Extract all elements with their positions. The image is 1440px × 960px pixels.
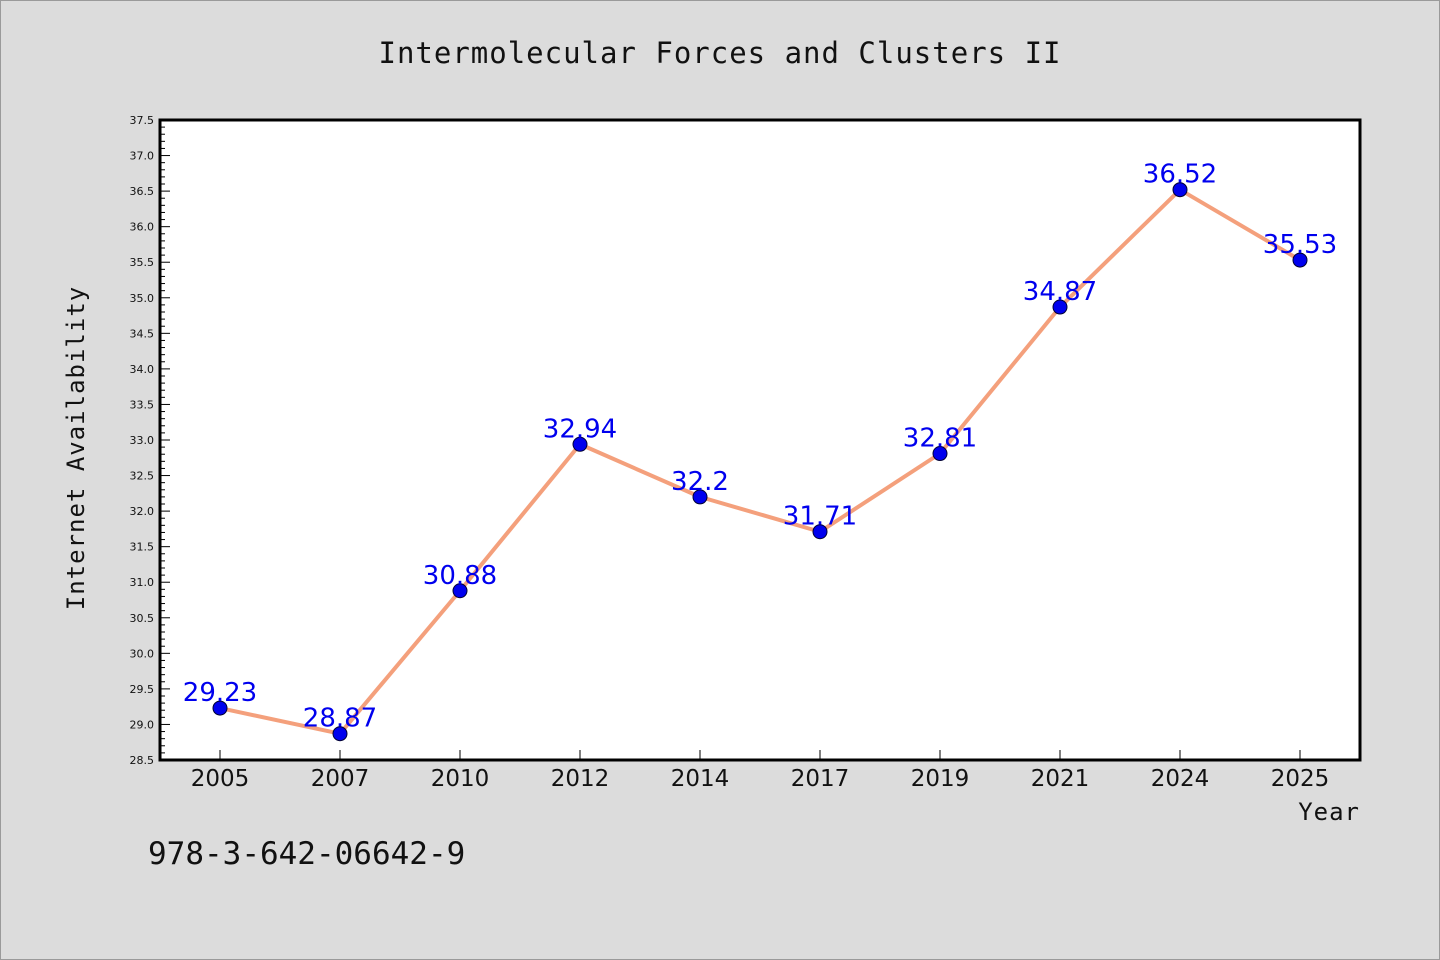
y-tick-label: 35.0 — [130, 292, 155, 305]
data-label: 32.2 — [671, 467, 729, 497]
data-label: 34.87 — [1023, 277, 1097, 307]
data-point — [1292, 252, 1308, 268]
x-tick-label: 2017 — [791, 766, 850, 792]
data-point — [1172, 182, 1188, 198]
y-tick-label: 33.5 — [130, 398, 155, 411]
data-label: 30.88 — [423, 561, 497, 591]
data-label: 29.23 — [183, 678, 257, 708]
data-point — [212, 700, 228, 716]
series-line — [219, 187, 1302, 736]
data-label: 36.52 — [1143, 160, 1217, 190]
y-tick-label: 28.5 — [130, 754, 155, 767]
y-tick-label: 32.5 — [130, 470, 155, 483]
data-point — [692, 489, 708, 505]
data-point — [932, 446, 948, 462]
isbn-text: 978-3-642-06642-9 — [148, 836, 465, 872]
x-axis-label: Year — [1298, 798, 1360, 826]
data-point — [1052, 299, 1068, 315]
y-tick-label: 29.5 — [130, 683, 155, 696]
chart-title: Intermolecular Forces and Clusters II — [378, 36, 1061, 70]
data-label: 32.81 — [903, 424, 977, 454]
plot-area — [158, 118, 1362, 762]
x-tick-label: 2025 — [1271, 766, 1330, 792]
x-tick-label: 2007 — [311, 766, 370, 792]
y-tick-label: 34.0 — [130, 363, 155, 376]
y-tick-label: 30.0 — [130, 647, 155, 660]
y-tick-label: 33.0 — [130, 434, 155, 447]
series-group: 29.23 28.87 30.88 32.94 32.2 31.71 32.81 34.87 3… — [183, 160, 1337, 742]
x-axis: 2005 2007 2010 2012 2014 2017 2019 2021 2024 2025 — [191, 750, 1330, 792]
y-tick-label: 36.5 — [130, 185, 155, 198]
y-tick-label: 37.0 — [130, 150, 155, 163]
data-point — [572, 436, 588, 452]
y-tick-label: 31.0 — [130, 576, 155, 589]
data-point — [332, 726, 348, 742]
data-point — [812, 524, 828, 540]
y-tick-label: 32.0 — [130, 505, 155, 518]
y-tick-label: 34.5 — [130, 327, 155, 340]
x-tick-label: 2012 — [551, 766, 610, 792]
y-tick-label: 35.5 — [130, 256, 155, 269]
x-tick-label: 2021 — [1031, 766, 1090, 792]
y-tick-label: 37.5 — [130, 114, 155, 127]
x-tick-label: 2014 — [671, 766, 730, 792]
y-axis: 28.5 29.0 29.5 30.0 30.5 31.0 31.5 32.0 32.5 33.0… — [130, 114, 170, 767]
data-label: 31.71 — [783, 502, 857, 532]
x-tick-label: 2005 — [191, 766, 250, 792]
data-point — [452, 583, 468, 599]
x-tick-label: 2024 — [1151, 766, 1210, 792]
x-tick-label: 2019 — [911, 766, 970, 792]
data-label: 28.87 — [303, 704, 377, 734]
y-tick-label: 29.0 — [130, 718, 155, 731]
y-axis-label: Internet Availability — [62, 286, 90, 610]
data-label: 35.53 — [1263, 230, 1337, 260]
data-label: 32.94 — [543, 414, 617, 444]
y-tick-label: 30.5 — [130, 612, 155, 625]
x-tick-label: 2010 — [431, 766, 490, 792]
y-tick-label: 31.5 — [130, 541, 155, 554]
y-tick-label: 36.0 — [130, 221, 155, 234]
